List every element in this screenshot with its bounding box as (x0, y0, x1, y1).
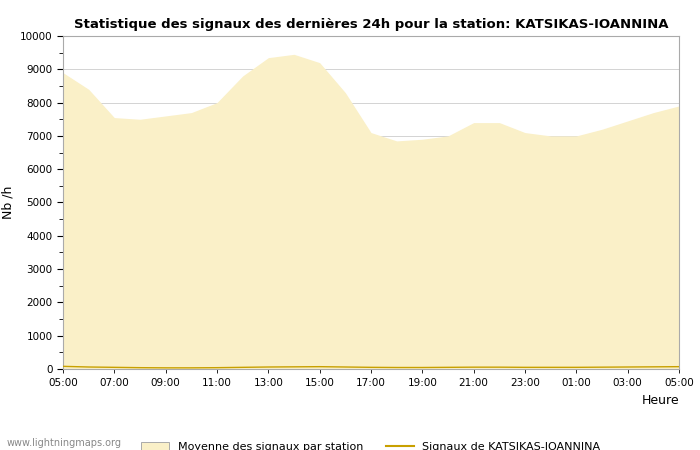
Legend: Moyenne des signaux par station, Signaux de KATSIKAS-IOANNINA: Moyenne des signaux par station, Signaux… (137, 438, 605, 450)
Y-axis label: Nb /h: Nb /h (1, 186, 15, 219)
Text: www.lightningmaps.org: www.lightningmaps.org (7, 438, 122, 448)
X-axis label: Heure: Heure (641, 394, 679, 407)
Title: Statistique des signaux des dernières 24h pour la station: KATSIKAS-IOANNINA: Statistique des signaux des dernières 24… (74, 18, 668, 31)
